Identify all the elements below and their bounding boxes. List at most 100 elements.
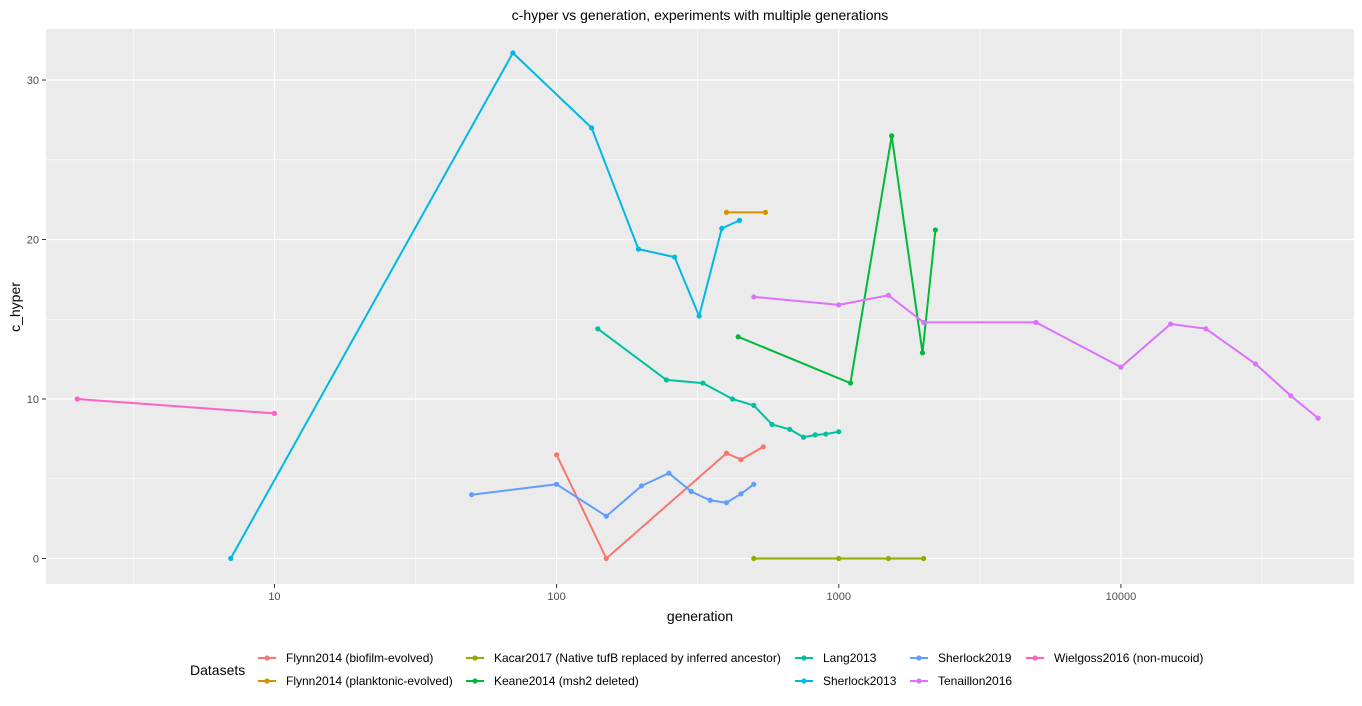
data-point — [1033, 319, 1039, 326]
legend-item: Flynn2014 (planktonic-evolved) — [258, 674, 453, 688]
data-point — [932, 227, 938, 233]
data-point — [1203, 326, 1209, 332]
data-point — [666, 470, 672, 476]
data-point — [836, 429, 842, 435]
legend-label: Wielgoss2016 (non-mucoid) — [1054, 651, 1203, 665]
data-point — [751, 402, 757, 408]
data-point — [919, 350, 926, 356]
legend-item: Flynn2014 (biofilm-evolved) — [258, 651, 433, 665]
data-point — [700, 380, 706, 386]
series-layer — [74, 50, 1321, 562]
data-point — [1315, 415, 1321, 421]
legend-key-point — [801, 678, 807, 684]
data-point — [836, 302, 842, 308]
data-point — [738, 457, 744, 463]
y-tick-label: 30 — [27, 75, 39, 87]
data-point — [469, 492, 475, 498]
data-point — [921, 555, 927, 562]
data-point — [638, 483, 645, 489]
data-point — [736, 217, 743, 223]
legend-key-point — [801, 655, 807, 661]
data-point — [688, 488, 694, 495]
data-point — [635, 246, 642, 252]
legend-label: Tenaillon2016 — [938, 674, 1012, 688]
legend-item: Wielgoss2016 (non-mucoid) — [1026, 651, 1203, 665]
data-point — [738, 491, 744, 497]
legend-item: Sherlock2013 — [795, 674, 897, 688]
data-point — [921, 319, 927, 326]
data-point — [769, 421, 775, 428]
data-point — [510, 50, 516, 56]
legend: Flynn2014 (biofilm-evolved) Flynn2014 (pl… — [258, 651, 1203, 688]
legend-key-point — [264, 655, 270, 661]
plot-panel — [46, 29, 1354, 584]
data-point — [889, 133, 895, 139]
legend-key-point — [264, 678, 270, 684]
x-tick-label: 100 — [547, 591, 565, 603]
legend-label: Kacar2017 (Native tufB replaced by infer… — [494, 651, 781, 665]
data-point — [603, 555, 609, 562]
data-point — [228, 555, 234, 562]
data-point — [554, 452, 560, 458]
x-tick-label: 10 — [268, 591, 280, 603]
data-point — [751, 481, 757, 487]
legend-key-point — [916, 655, 922, 661]
data-point — [760, 444, 766, 450]
data-point — [74, 396, 80, 402]
y-axis-title: c_hyper — [7, 282, 23, 332]
data-point — [588, 125, 595, 131]
data-point — [885, 292, 892, 298]
x-axis-title: generation — [667, 608, 733, 624]
series-line — [471, 472, 755, 518]
data-point — [723, 209, 730, 216]
legend-item: Tenaillon2016 — [910, 674, 1012, 688]
data-point — [751, 294, 757, 300]
data-point — [1168, 321, 1174, 327]
data-point — [812, 432, 818, 438]
data-point — [723, 450, 730, 456]
data-point — [735, 334, 741, 340]
legend-label: Sherlock2019 — [938, 651, 1012, 665]
data-point — [787, 426, 793, 432]
legend-item: Keane2014 (msh2 deleted) — [466, 674, 639, 688]
data-point — [554, 481, 560, 487]
legend-title: Datasets — [190, 662, 245, 678]
data-point — [707, 497, 713, 503]
data-point — [885, 555, 892, 562]
data-point — [723, 500, 730, 506]
data-point — [729, 396, 736, 402]
x-tick-label: 10000 — [1106, 591, 1137, 603]
data-point — [663, 377, 670, 383]
data-point — [595, 326, 601, 332]
legend-item: Kacar2017 (Native tufB replaced by infer… — [466, 651, 781, 665]
grid-minor — [46, 29, 1354, 584]
data-point — [836, 555, 842, 562]
data-point — [751, 555, 757, 562]
chart-title: c-hyper vs generation, experiments with … — [512, 7, 889, 23]
data-point — [1118, 364, 1124, 370]
legend-key-point — [472, 655, 478, 661]
series-line — [77, 398, 275, 415]
data-point — [672, 254, 678, 260]
y-tick-label: 0 — [33, 553, 39, 565]
legend-item: Sherlock2019 — [910, 651, 1012, 665]
legend-label: Sherlock2013 — [823, 674, 897, 688]
y-tick-label: 20 — [27, 235, 39, 247]
data-point — [762, 209, 769, 216]
data-point — [1288, 393, 1294, 399]
x-axis: 10 100 1000 10000 — [268, 584, 1136, 603]
legend-key-point — [472, 678, 478, 684]
series-line — [229, 51, 740, 559]
data-point — [271, 410, 278, 416]
legend-item: Lang2013 — [795, 651, 877, 665]
x-tick-label: 1000 — [827, 591, 851, 603]
legend-label: Lang2013 — [823, 651, 877, 665]
data-point — [1252, 361, 1259, 367]
legend-key-point — [916, 678, 922, 684]
data-point — [696, 313, 702, 319]
legend-label: Flynn2014 (biofilm-evolved) — [286, 651, 433, 665]
legend-label: Keane2014 (msh2 deleted) — [494, 674, 639, 688]
y-tick-label: 10 — [27, 394, 39, 406]
legend-key-point — [1032, 655, 1038, 661]
